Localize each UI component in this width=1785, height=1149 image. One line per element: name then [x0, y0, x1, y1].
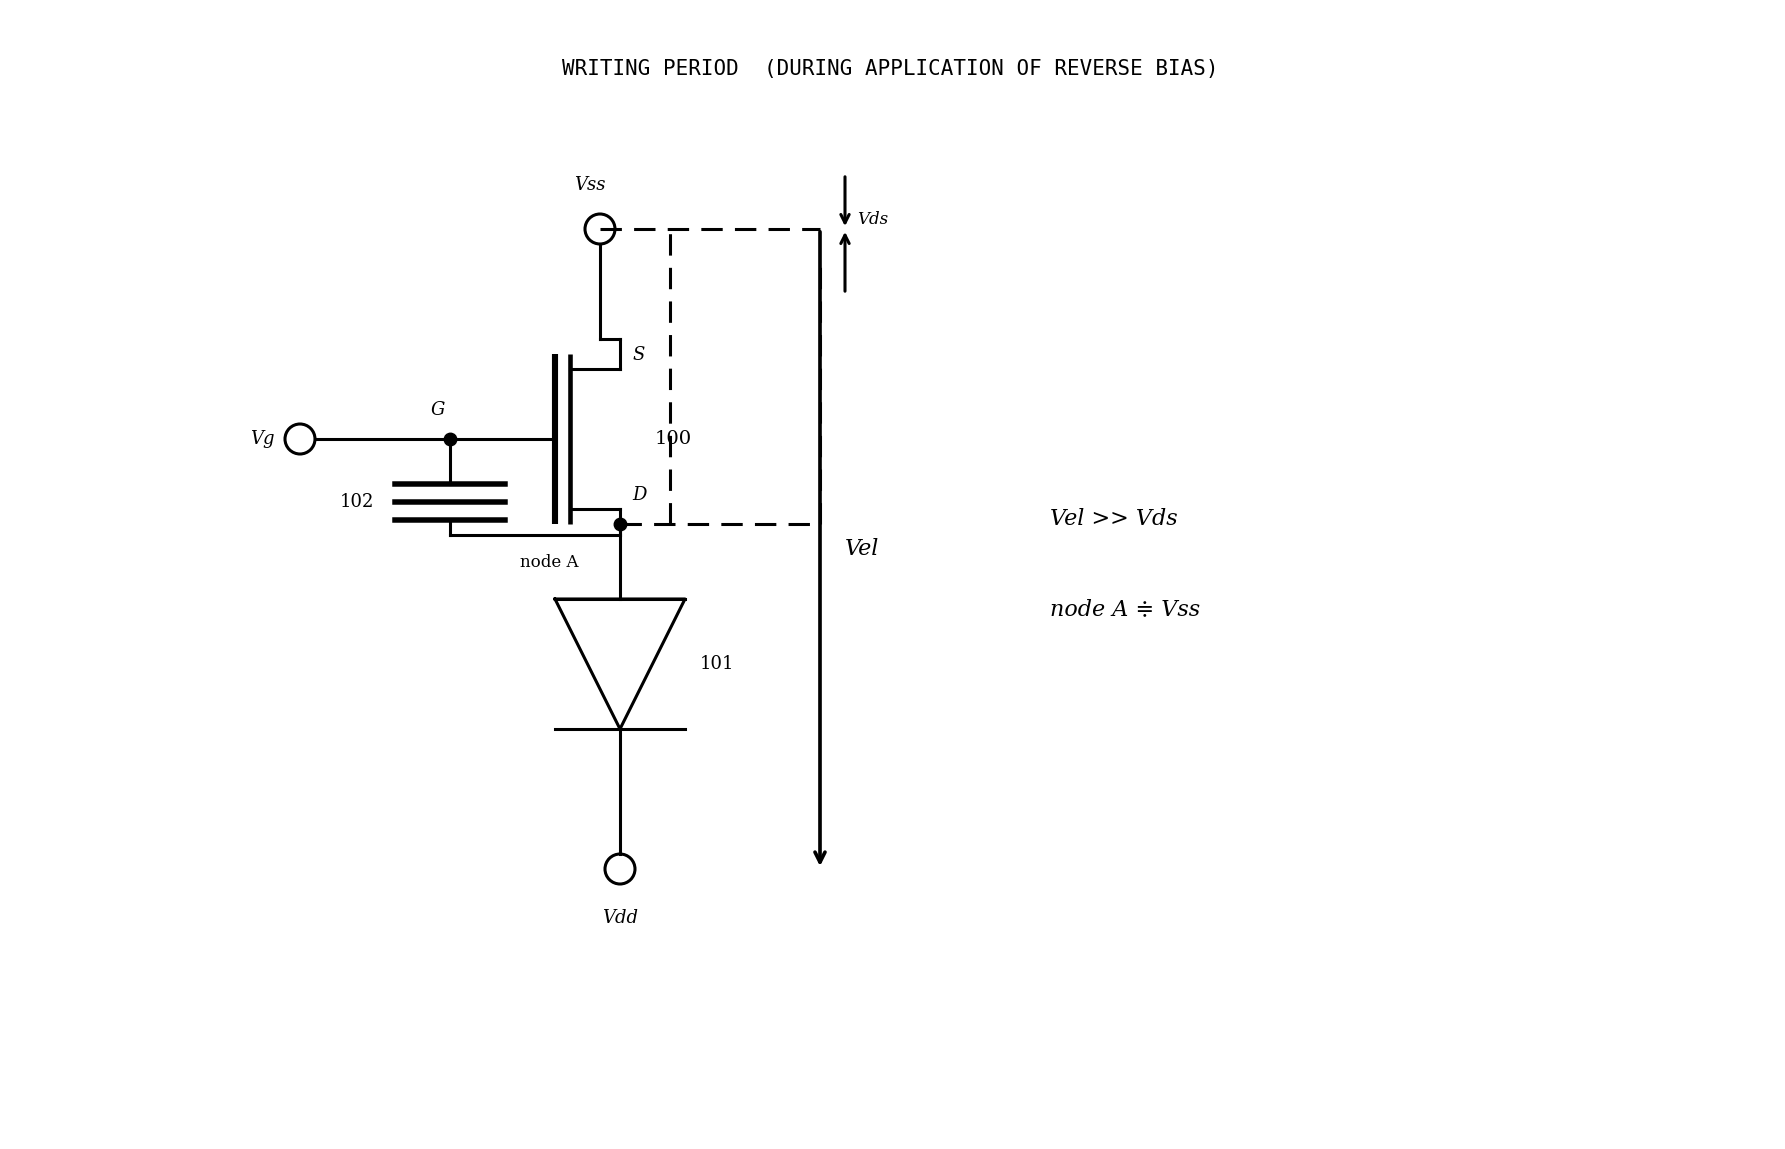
Text: Vel: Vel [844, 538, 880, 560]
Text: 102: 102 [339, 493, 375, 511]
Text: Vel >> Vds: Vel >> Vds [1050, 508, 1178, 530]
Text: WRITING PERIOD  (DURING APPLICATION OF REVERSE BIAS): WRITING PERIOD (DURING APPLICATION OF RE… [562, 59, 1217, 79]
Text: 100: 100 [655, 430, 693, 448]
Text: D: D [632, 486, 646, 504]
Text: node A: node A [519, 554, 578, 571]
Text: Vds: Vds [857, 210, 889, 228]
Text: node A ≑ Vss: node A ≑ Vss [1050, 597, 1200, 620]
Text: G: G [430, 401, 444, 419]
Text: Vss: Vss [575, 176, 605, 194]
Text: Vg: Vg [250, 430, 275, 448]
Text: 101: 101 [700, 655, 734, 673]
Text: S: S [632, 346, 644, 364]
Text: Vdd: Vdd [602, 909, 637, 927]
